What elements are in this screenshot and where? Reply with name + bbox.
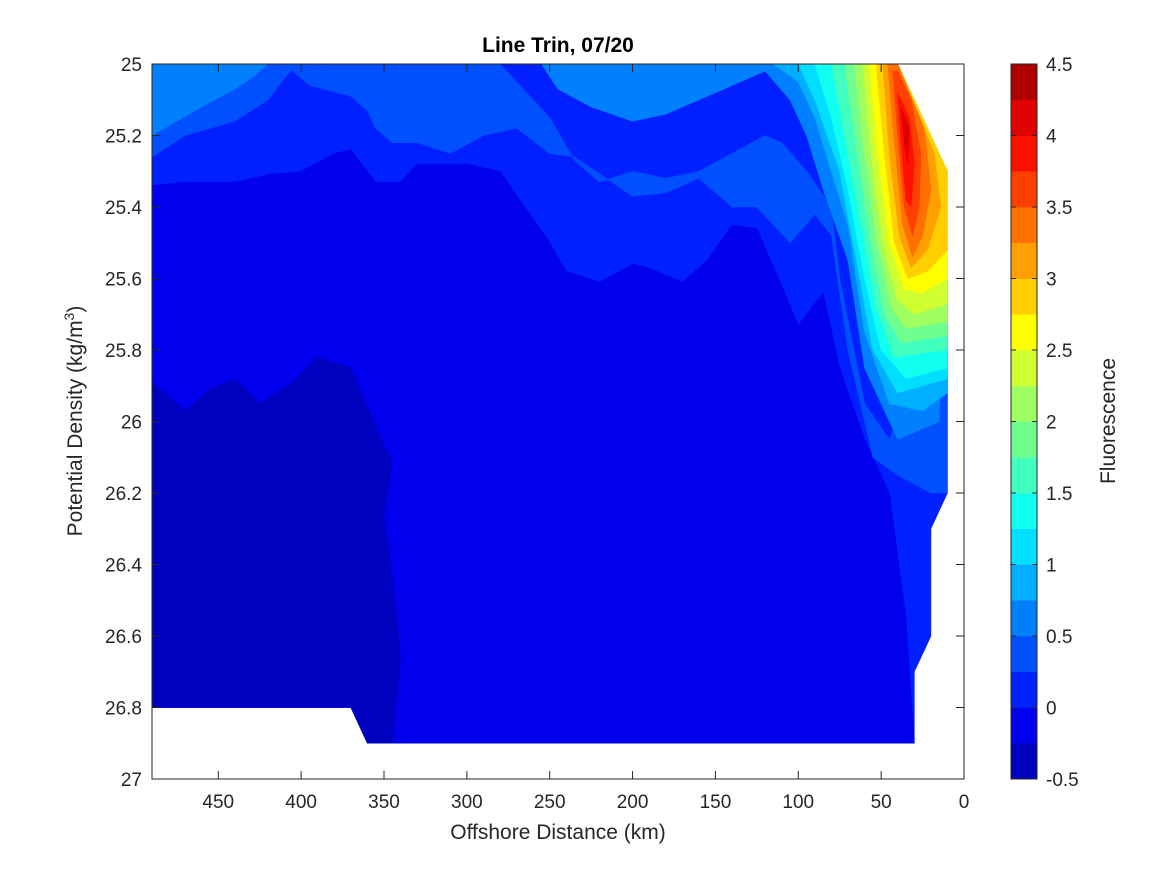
colorbar-swatch bbox=[1011, 636, 1037, 672]
x-tick-label: 300 bbox=[451, 792, 483, 813]
chart-title: Line Trin, 07/20 bbox=[482, 34, 634, 57]
contour-region-level-minus-0.25 bbox=[152, 356, 401, 744]
x-tick-label: 100 bbox=[782, 792, 814, 813]
y-tick-label: 26.4 bbox=[105, 556, 142, 577]
y-tick-label: 25 bbox=[121, 55, 142, 76]
y-axis-label-superscript: 3 bbox=[61, 312, 77, 320]
colorbar-swatch bbox=[1011, 99, 1037, 136]
contour-region-level-0.75 bbox=[152, 64, 269, 136]
x-tick-label: 400 bbox=[285, 792, 317, 813]
colorbar-swatch bbox=[1011, 457, 1037, 494]
colorbar-tick-label: 1.5 bbox=[1046, 484, 1072, 505]
contour-region-level-4.25 bbox=[900, 106, 910, 165]
y-tick-label: 25.8 bbox=[105, 341, 142, 362]
x-tick-label: 450 bbox=[202, 792, 234, 813]
y-tick-label: 26.6 bbox=[105, 627, 142, 648]
x-axis-ticks: 450 400 350 300 250 200 150 100 50 0 bbox=[202, 64, 969, 813]
y-axis-ticks: 25 25.2 25.4 25.6 25.8 26 26.2 26.4 26.6 26.8 27 bbox=[105, 55, 964, 791]
colorbar-swatches bbox=[1011, 64, 1037, 780]
colorbar-ticks: -0.5 0 0.5 1 1.5 2 2.5 3 3.5 4 4.5 bbox=[1011, 55, 1079, 791]
colorbar-tick-label: 2 bbox=[1046, 413, 1057, 434]
colorbar-swatch bbox=[1011, 171, 1037, 208]
plot-area: 450 400 350 300 250 200 150 100 50 0 2525.225.425… bbox=[105, 55, 969, 813]
x-axis-label: Offshore Distance (km) bbox=[450, 821, 666, 844]
colorbar-tick-label: 3 bbox=[1046, 270, 1057, 291]
colorbar-tick-label: 1 bbox=[1046, 556, 1057, 577]
y-tick-label: 26.2 bbox=[105, 484, 142, 505]
colorbar-swatch bbox=[1011, 600, 1037, 637]
colorbar-tick-label: 3.5 bbox=[1046, 198, 1072, 219]
colorbar-label: Fluorescence bbox=[1097, 358, 1120, 484]
colorbar-swatch bbox=[1011, 493, 1037, 529]
x-tick-label: 150 bbox=[700, 792, 732, 813]
colorbar: -0.5 0 0.5 1 1.5 2 2.5 3 3.5 4 4.5 bbox=[1010, 55, 1079, 791]
x-tick-label: 200 bbox=[617, 792, 649, 813]
y-tick-label: 26 bbox=[121, 413, 142, 434]
colorbar-swatch bbox=[1011, 135, 1037, 172]
y-tick-label: 26.8 bbox=[105, 699, 142, 720]
x-tick-label: 50 bbox=[871, 792, 892, 813]
colorbar-swatch bbox=[1011, 278, 1037, 315]
colorbar-tick-label: 0.5 bbox=[1046, 627, 1072, 648]
contour-fill-group bbox=[152, 64, 948, 744]
colorbar-tick-label: 2.5 bbox=[1046, 341, 1072, 362]
y-axis-label-close: ) bbox=[64, 306, 87, 313]
y-tick-label: 27 bbox=[121, 770, 142, 791]
colorbar-tick-label: 4.5 bbox=[1046, 55, 1072, 76]
x-tick-label: 250 bbox=[534, 792, 566, 813]
x-tick-label: 350 bbox=[368, 792, 400, 813]
colorbar-swatch bbox=[1011, 314, 1037, 351]
colorbar-tick-label: 0 bbox=[1046, 699, 1057, 720]
y-tick-label: 25.4 bbox=[105, 198, 142, 219]
colorbar-swatch bbox=[1011, 242, 1037, 279]
x-tick-label: 0 bbox=[959, 792, 970, 813]
y-axis-label: Potential Density (kg/m3) bbox=[61, 306, 87, 537]
y-tick-label: 25.2 bbox=[105, 127, 142, 148]
y-axis-label-main: Potential Density (kg/m bbox=[64, 320, 87, 536]
colorbar-swatch bbox=[1011, 564, 1037, 601]
colorbar-swatch bbox=[1011, 671, 1037, 708]
colorbar-tick-label: -0.5 bbox=[1046, 770, 1079, 791]
colorbar-swatch bbox=[1011, 707, 1037, 744]
colorbar-swatch bbox=[1011, 528, 1037, 565]
colorbar-swatch bbox=[1011, 207, 1037, 243]
colorbar-swatch bbox=[1011, 385, 1037, 422]
y-tick-label: 25.6 bbox=[105, 270, 142, 291]
colorbar-tick-label: 4 bbox=[1046, 127, 1057, 148]
colorbar-swatch bbox=[1011, 421, 1037, 458]
colorbar-swatch bbox=[1011, 743, 1037, 780]
colorbar-swatch bbox=[1011, 350, 1037, 386]
colorbar-swatch bbox=[1011, 64, 1037, 100]
